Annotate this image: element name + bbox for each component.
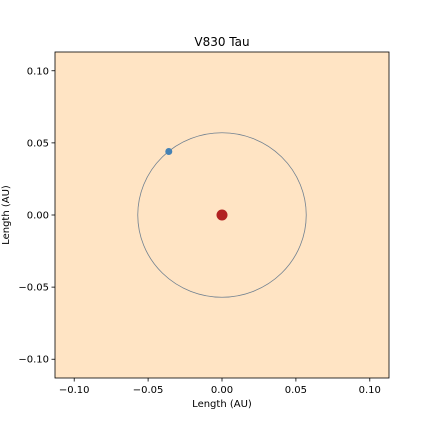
x-tick-label: 0.05 bbox=[285, 385, 307, 396]
planet-point bbox=[165, 148, 173, 156]
y-tick-label: 0.00 bbox=[27, 211, 49, 222]
chart-title: V830 Tau bbox=[194, 35, 249, 49]
x-tick-label: 0.00 bbox=[211, 385, 233, 396]
x-axis-label: Length (AU) bbox=[192, 399, 252, 410]
orbit-circle bbox=[137, 132, 307, 298]
y-tick-label: −0.10 bbox=[18, 355, 49, 366]
y-axis-label: Length (AU) bbox=[1, 185, 12, 245]
star-point bbox=[216, 209, 228, 221]
y-tick-label: 0.05 bbox=[27, 138, 49, 149]
y-tick-label: −0.05 bbox=[18, 283, 49, 294]
x-tick-label: 0.10 bbox=[359, 385, 381, 396]
y-tick-label: 0.10 bbox=[27, 66, 49, 77]
x-tick-label: −0.05 bbox=[133, 385, 164, 396]
x-tick-label: −0.10 bbox=[59, 385, 90, 396]
